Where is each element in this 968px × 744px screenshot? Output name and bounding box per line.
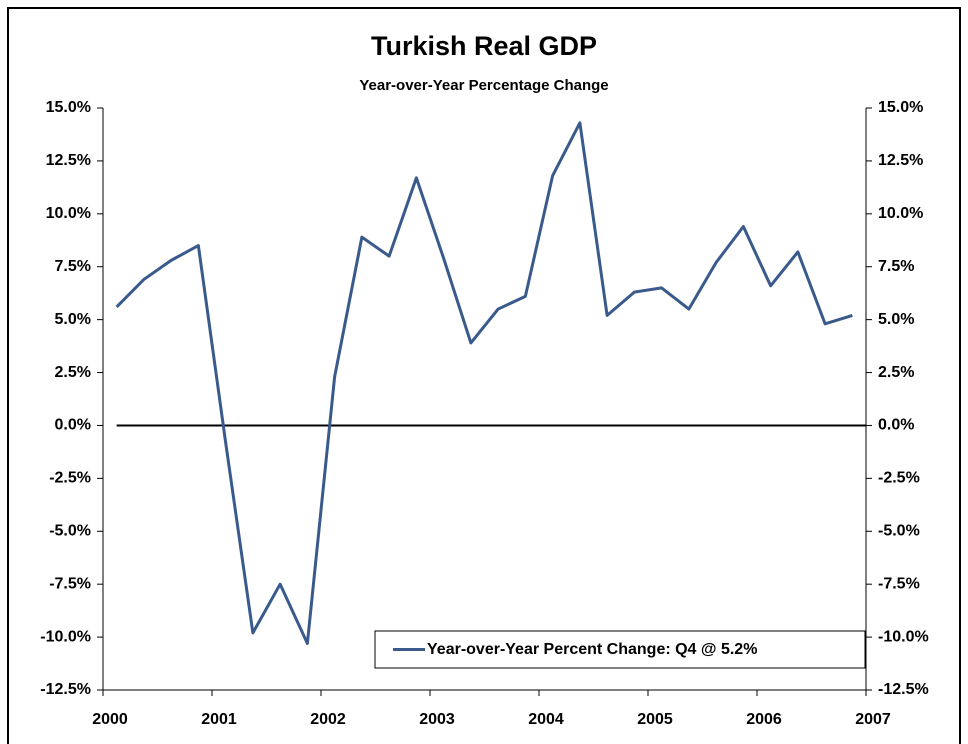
x-tick-label: 2006 xyxy=(746,711,782,728)
y2-tick-label: 10.0% xyxy=(878,205,923,222)
y-tick-label: 15.0% xyxy=(46,99,91,116)
y-tick-label: -5.0% xyxy=(49,522,91,539)
x-tick-label: 2003 xyxy=(419,711,455,728)
y-tick-label: 5.0% xyxy=(55,311,91,328)
x-tick-label: 2005 xyxy=(637,711,673,728)
chart-title: Turkish Real GDP xyxy=(371,31,597,61)
y2-tick-label: 2.5% xyxy=(878,364,914,381)
y2-tick-label: -5.0% xyxy=(878,522,920,539)
y2-tick-label: -10.0% xyxy=(878,628,929,645)
frame xyxy=(7,7,961,744)
y-tick-label: 12.5% xyxy=(46,152,91,169)
y-tick-label: -12.5% xyxy=(40,681,91,698)
y2-tick-label: -2.5% xyxy=(878,470,920,487)
y-tick-label: 2.5% xyxy=(55,364,91,381)
y2-tick-label: 15.0% xyxy=(878,99,923,116)
y2-tick-label: 7.5% xyxy=(878,258,914,275)
y-tick-label: -10.0% xyxy=(40,628,91,645)
y2-tick-label: -12.5% xyxy=(878,681,929,698)
y2-tick-label: 0.0% xyxy=(878,417,914,434)
y-tick-label: -2.5% xyxy=(49,470,91,487)
y-tick-label: 7.5% xyxy=(55,258,91,275)
chart-subtitle: Year-over-Year Percentage Change xyxy=(359,77,608,94)
y2-tick-label: 12.5% xyxy=(878,152,923,169)
y2-tick-label: 5.0% xyxy=(878,311,914,328)
y2-tick-label: -7.5% xyxy=(878,575,920,592)
data-line xyxy=(115,121,853,645)
x-tick-label: 2001 xyxy=(201,711,237,728)
y-tick-label: -7.5% xyxy=(49,575,91,592)
x-tick-label: 2000 xyxy=(92,711,128,728)
y-tick-label: 0.0% xyxy=(55,417,91,434)
x-tick-label: 2002 xyxy=(310,711,346,728)
legend-label: Year-over-Year Percent Change: Q4 @ 5.2% xyxy=(427,641,757,658)
y-tick-label: 10.0% xyxy=(46,205,91,222)
x-tick-label: 2007 xyxy=(855,711,891,728)
legend-box xyxy=(374,630,866,669)
x-tick-label: 2004 xyxy=(528,711,564,728)
